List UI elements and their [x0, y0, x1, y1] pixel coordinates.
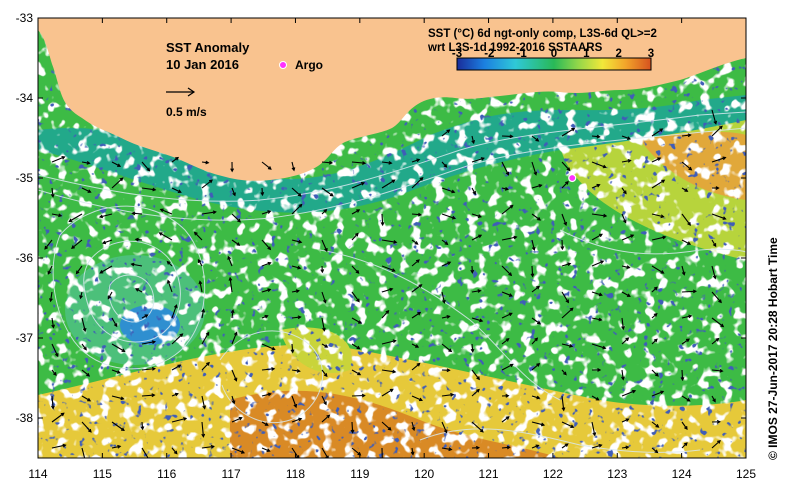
- y-tick-label: -38: [16, 411, 34, 425]
- x-tick-label: 115: [93, 467, 112, 481]
- x-axis: 114 115 116 117 118 119 120 121 122 123 124 125: [28, 18, 756, 481]
- map-title: SST Anomaly: [166, 40, 250, 55]
- colorbar-title-line1: SST (°C) 6d ngt-only comp, L3S-6d QL>=2: [428, 28, 657, 40]
- x-tick-label: 119: [350, 467, 369, 481]
- x-tick-label: 116: [157, 467, 176, 481]
- colorbar-tick-label: -1: [517, 48, 528, 60]
- plot-frame: [37, 17, 747, 459]
- colorbar-tick-label: 0: [551, 48, 557, 60]
- x-tick-label: 114: [28, 467, 47, 481]
- colorbar-title-line2: wrt L3S-1d 1992-2016 SSTAARS: [427, 42, 603, 54]
- current-vectors: [44, 109, 727, 458]
- x-tick-label: 118: [286, 467, 305, 481]
- x-tick-label: 125: [736, 467, 756, 481]
- colorbar-tick-label: 1: [583, 48, 590, 60]
- y-tick-label: -37: [16, 331, 34, 345]
- vector-scale: 0.5 m/s: [166, 87, 207, 119]
- credit-text: © IMOS 27-Jun-2017 20:28 Hobart Time: [766, 237, 780, 460]
- streamline-contours: [38, 111, 746, 453]
- x-tick-label: 122: [543, 467, 563, 481]
- colorbar: SST (°C) 6d ngt-only comp, L3S-6d QL>=2 …: [427, 28, 657, 71]
- y-tick-label: -35: [16, 171, 34, 185]
- y-tick-label: -36: [16, 251, 34, 265]
- x-tick-label: 121: [479, 467, 499, 481]
- colorbar-tick-label: -3: [452, 48, 462, 60]
- colorbar-tick-label: 3: [648, 48, 654, 60]
- argo-legend: Argo: [279, 58, 323, 72]
- x-tick-label: 124: [672, 467, 692, 481]
- argo-label: Argo: [295, 58, 323, 72]
- arrow-head-icon: [187, 87, 196, 97]
- y-axis: -33-34-35-36-37-38: [16, 11, 746, 425]
- colorbar-ramp: [456, 57, 652, 71]
- x-tick-label: 120: [414, 467, 434, 481]
- colorbar-tick-label: 2: [615, 48, 621, 60]
- x-tick-label: 123: [607, 467, 627, 481]
- colorbar-ticks: -3 -2 -1 0 1 2 3: [452, 48, 654, 60]
- x-tick-label: 117: [222, 467, 241, 481]
- colorbar-tick-label: -2: [484, 48, 494, 60]
- argo-marker-icon: [279, 61, 287, 69]
- argo-float-marker: [568, 173, 577, 183]
- y-tick-label: -34: [16, 91, 34, 105]
- map-field: [38, 18, 746, 458]
- map-date: 10 Jan 2016: [166, 57, 239, 72]
- vector-scale-label: 0.5 m/s: [166, 105, 207, 119]
- y-tick-label: -33: [16, 11, 34, 25]
